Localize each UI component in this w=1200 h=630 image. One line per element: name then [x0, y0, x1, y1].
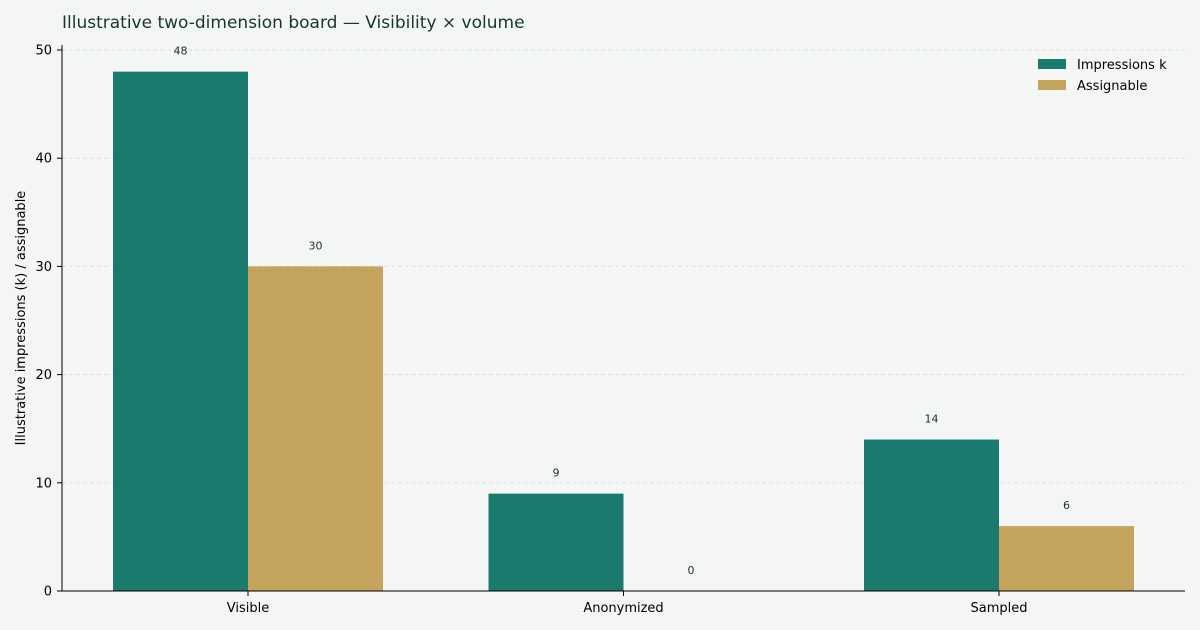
data-label: 14 [925, 413, 939, 426]
grid [62, 49, 1185, 484]
y-axis-label: Illustrative impressions (k) / assignabl… [14, 191, 29, 446]
axes: 0 10 20 30 40 50 Visible Anonymized Sampled [35, 44, 1185, 616]
y-tick-label: 30 [35, 260, 52, 275]
y-tick-label: 20 [35, 368, 52, 383]
y-tick-label: 0 [44, 585, 52, 600]
bar-assignable-visible [248, 266, 383, 591]
legend-label: Assignable [1077, 79, 1147, 94]
bar-impressions-k-sampled [864, 439, 999, 591]
legend-swatch [1038, 59, 1066, 69]
y-tick-label: 10 [35, 476, 52, 491]
legend-swatch [1038, 80, 1066, 90]
data-label: 9 [553, 467, 560, 480]
x-tick-label: Visible [227, 601, 269, 616]
bar-assignable-sampled [999, 526, 1134, 591]
legend: Impressions k Assignable [1038, 58, 1167, 94]
y-tick-label: 50 [35, 44, 52, 59]
data-labels: 48 30 9 0 14 6 [174, 45, 1071, 577]
bars [113, 71, 1134, 591]
x-tick-label: Anonymized [583, 601, 663, 616]
data-label: 0 [688, 564, 695, 577]
x-tick-label: Sampled [971, 601, 1028, 616]
chart-title: Illustrative two-dimension board — Visib… [62, 13, 525, 33]
data-label: 48 [174, 45, 188, 58]
bar-impressions-k-anonymized [488, 493, 624, 591]
bar-impressions-k-visible [113, 71, 248, 591]
y-tick-label: 40 [35, 152, 52, 167]
data-label: 30 [309, 239, 323, 252]
data-label: 6 [1063, 499, 1070, 512]
legend-label: Impressions k [1077, 58, 1167, 73]
